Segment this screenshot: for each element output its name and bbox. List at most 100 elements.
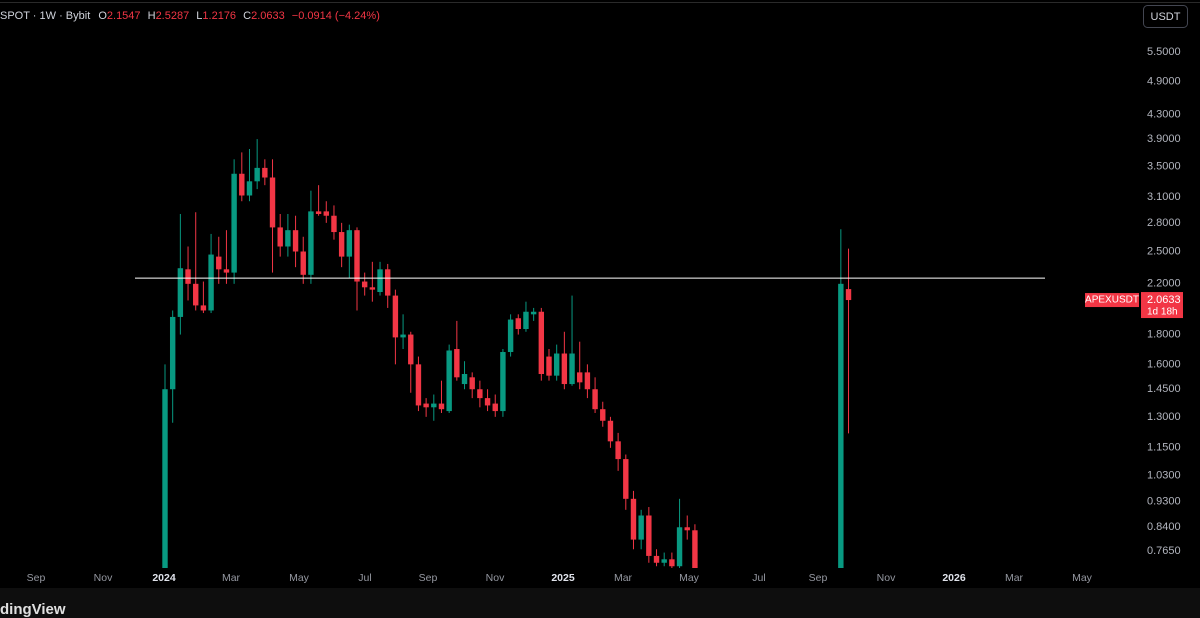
- x-tick-label: Jul: [358, 572, 371, 584]
- candle-body: [638, 515, 644, 540]
- candle-body: [569, 353, 575, 385]
- y-tick-label: 1.1500: [1147, 442, 1181, 454]
- high-value: 2.5287: [156, 10, 190, 22]
- y-tick-label: 4.9000: [1147, 75, 1181, 87]
- y-tick-label: 0.7650: [1147, 545, 1181, 557]
- candle-body: [477, 389, 483, 399]
- price-tag: [1141, 292, 1183, 319]
- y-tick-label: 5.5000: [1147, 46, 1181, 58]
- x-tick-label: Mar: [614, 572, 633, 584]
- candle-body: [200, 305, 207, 311]
- candle-body: [669, 559, 675, 567]
- candle-body: [246, 181, 253, 196]
- candle-body: [338, 232, 345, 257]
- open-label: O: [98, 10, 107, 22]
- candle-body: [461, 374, 468, 385]
- candle-body: [231, 173, 237, 273]
- candle-body: [653, 555, 660, 563]
- y-tick-label: 1.0300: [1147, 470, 1181, 482]
- candle-body: [254, 167, 260, 182]
- candle-body: [538, 311, 545, 375]
- currency-button[interactable]: [1143, 5, 1188, 28]
- y-tick-label: 1.8000: [1147, 328, 1181, 340]
- candle-body: [323, 211, 329, 216]
- currency-label[interactable]: USDT: [1151, 11, 1181, 23]
- x-tick-label: Nov: [877, 572, 896, 584]
- x-tick-label: Mar: [1005, 572, 1024, 584]
- y-tick-label: 2.5000: [1147, 245, 1181, 257]
- y-tick-label: 3.1000: [1147, 191, 1181, 203]
- x-tick-label: Jul: [752, 572, 765, 584]
- candle-body: [592, 389, 598, 410]
- candle-body: [600, 409, 606, 421]
- candle-body: [369, 287, 376, 290]
- candle-body: [331, 215, 337, 233]
- candle-body: [415, 364, 422, 406]
- candles: [162, 139, 852, 568]
- x-tick-label: Mar: [222, 572, 241, 584]
- candle-body: [408, 334, 414, 365]
- legend: SPOT · 1W · Bybit O2.1547 H2.5287 L1.217…: [0, 10, 380, 22]
- x-tick-label: May: [679, 572, 700, 584]
- y-tick-label: 4.3000: [1147, 108, 1181, 120]
- x-tick-label: Sep: [27, 572, 46, 584]
- candle-body: [300, 251, 306, 275]
- x-tick-label: Nov: [486, 572, 505, 584]
- low-label: L: [196, 10, 202, 22]
- candle-body: [162, 389, 168, 568]
- candle-body: [385, 269, 391, 296]
- candle-body: [208, 254, 214, 311]
- y-tick-label: 1.6000: [1147, 358, 1181, 370]
- candle-body: [515, 318, 521, 330]
- y-tick-label: 1.3000: [1147, 411, 1181, 423]
- y-tick-label: 1.4500: [1147, 383, 1181, 395]
- y-tick-label: 0.8400: [1147, 521, 1181, 533]
- candle-body: [285, 230, 291, 247]
- candle-body: [530, 311, 537, 315]
- candle-body: [177, 268, 184, 317]
- candle-body: [561, 353, 568, 385]
- candle-body: [239, 173, 245, 196]
- candle-body: [269, 177, 276, 228]
- candle-body: [354, 230, 360, 282]
- candle-body: [377, 269, 383, 293]
- low-value: 1.2176: [202, 10, 236, 22]
- footer-strip: [0, 588, 1200, 618]
- candle-body: [392, 295, 399, 338]
- candle-body: [684, 527, 690, 531]
- candle-body: [646, 515, 652, 556]
- candle-body: [469, 377, 475, 390]
- candle-body: [845, 289, 852, 301]
- candle-body: [193, 283, 199, 306]
- candle-body: [262, 167, 268, 178]
- close-label: C: [243, 10, 251, 22]
- y-tick-label: 2.8000: [1147, 217, 1181, 229]
- x-tick-label: 2025: [551, 572, 575, 584]
- candle-body: [577, 372, 583, 383]
- candle-body: [308, 211, 314, 275]
- candle-body: [584, 372, 591, 390]
- candle-body: [346, 230, 353, 257]
- candle-body: [661, 559, 667, 563]
- y-tick-label: 3.9000: [1147, 133, 1181, 145]
- candle-body: [431, 403, 437, 408]
- countdown-label: 1d 18h: [1147, 307, 1178, 318]
- high-label: H: [148, 10, 156, 22]
- candle-body: [630, 498, 637, 540]
- y-tick-label: 2.2000: [1147, 278, 1181, 290]
- candle-body: [438, 403, 445, 410]
- candle-body: [454, 349, 460, 378]
- open-value: 2.1547: [107, 10, 141, 22]
- candle-body: [615, 441, 621, 460]
- candle-body: [523, 311, 529, 330]
- candle-body: [223, 269, 230, 273]
- candle-body: [361, 281, 368, 288]
- x-tick-label: May: [289, 572, 310, 584]
- candle-body: [500, 352, 506, 412]
- x-tick-label: Sep: [809, 572, 828, 584]
- candle-body: [277, 227, 283, 247]
- ticker-tag: [1085, 293, 1139, 308]
